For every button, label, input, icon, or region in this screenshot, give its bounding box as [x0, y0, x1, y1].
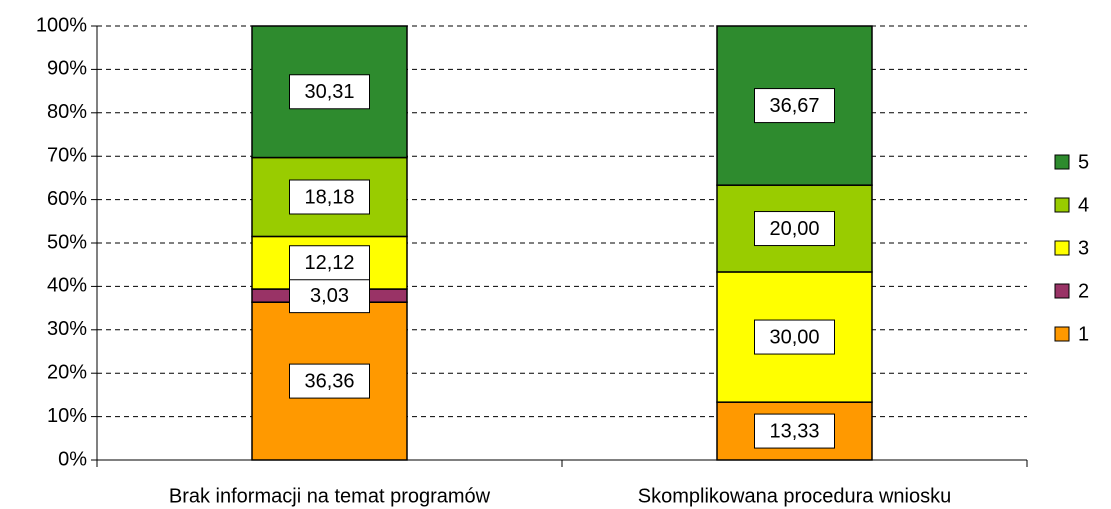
- x-tick-label: Brak informacji na temat programów: [169, 485, 491, 507]
- value-label: 13,33: [769, 420, 819, 442]
- legend-label: 2: [1078, 280, 1089, 302]
- y-tick-label: 10%: [47, 405, 87, 427]
- value-label: 36,67: [769, 95, 819, 117]
- value-label-box: [289, 74, 370, 110]
- value-label: 30,31: [304, 81, 354, 103]
- value-label-box: [754, 88, 835, 124]
- legend-swatch: [1054, 240, 1070, 256]
- legend-label: 5: [1078, 151, 1089, 173]
- legend-label: 3: [1078, 237, 1089, 259]
- x-tick-label: Skomplikowana procedura wniosku: [638, 485, 952, 507]
- value-label-box: [289, 179, 370, 215]
- legend-label: 4: [1078, 194, 1089, 216]
- y-tick-label: 80%: [47, 101, 87, 123]
- y-tick-label: 70%: [47, 144, 87, 166]
- value-label-box: [289, 278, 370, 314]
- value-label-box: [289, 363, 370, 399]
- value-label-box: [754, 319, 835, 355]
- legend-swatch: [1054, 283, 1070, 299]
- legend-swatch: [1054, 326, 1070, 342]
- y-tick-label: 40%: [47, 275, 87, 297]
- y-tick-label: 60%: [47, 188, 87, 210]
- y-tick-label: 20%: [47, 361, 87, 383]
- value-label: 3,03: [310, 285, 349, 307]
- value-label: 18,18: [304, 186, 354, 208]
- legend-swatch: [1054, 197, 1070, 213]
- legend-swatch: [1054, 154, 1070, 170]
- y-tick-label: 100%: [36, 14, 87, 36]
- value-label-box: [754, 413, 835, 449]
- value-label: 12,12: [304, 252, 354, 274]
- y-tick-label: 30%: [47, 318, 87, 340]
- value-label-box: [289, 245, 370, 281]
- y-tick-label: 0%: [58, 448, 87, 470]
- value-label-box: [754, 211, 835, 247]
- y-tick-label: 50%: [47, 231, 87, 253]
- y-tick-label: 90%: [47, 58, 87, 80]
- bar-segment: [716, 25, 873, 186]
- value-label: 36,36: [304, 370, 354, 392]
- value-label: 30,00: [769, 326, 819, 348]
- value-label: 20,00: [769, 218, 819, 240]
- legend-label: 1: [1078, 323, 1089, 345]
